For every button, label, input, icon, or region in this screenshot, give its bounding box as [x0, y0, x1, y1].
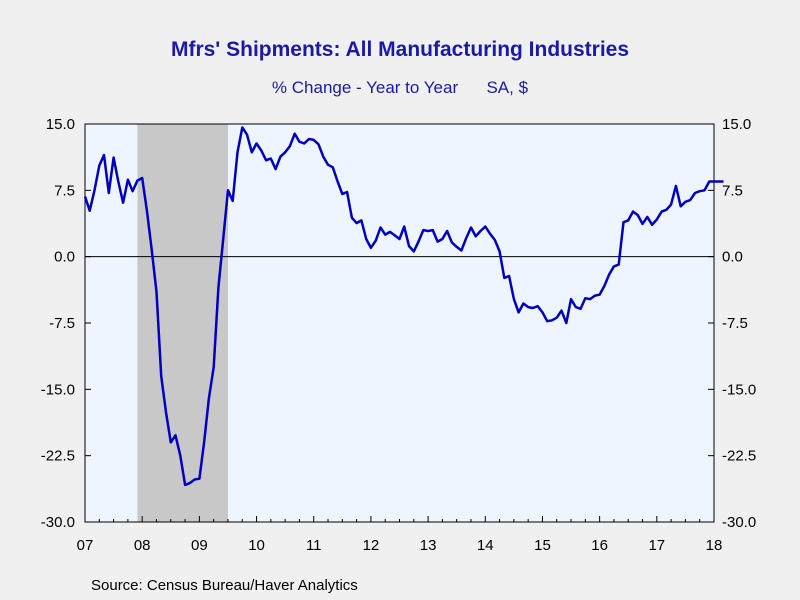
y-tick-label-right: -30.0 — [722, 514, 756, 531]
y-tick-label-right: 7.5 — [722, 182, 743, 199]
y-tick-label-left: -30.0 — [41, 514, 75, 531]
x-tick-label: 14 — [477, 537, 494, 554]
x-tick-label: 08 — [134, 537, 151, 554]
chart-title: Mfrs' Shipments: All Manufacturing Indus… — [170, 38, 630, 61]
y-tick-label-left: 7.5 — [54, 182, 75, 199]
x-tick-label: 09 — [191, 537, 208, 554]
x-tick-label: 11 — [306, 537, 322, 554]
source-note: Source: Census Bureau/Haver Analytics — [91, 577, 358, 594]
series-line — [83, 126, 724, 487]
x-tick-label: 18 — [706, 537, 723, 554]
y-tick-label-left: -15.0 — [41, 381, 75, 398]
y-tick-label-right: 0.0 — [722, 249, 743, 266]
y-tick-label-right: 15.0 — [722, 116, 751, 133]
y-tick-label-right: -22.5 — [722, 448, 756, 465]
subtitle-measure: % Change - Year to Year — [271, 78, 459, 97]
y-tick-label-left: -7.5 — [49, 315, 75, 332]
x-tick-label: 16 — [591, 537, 608, 554]
x-tick-label: 17 — [648, 537, 665, 554]
y-tick-label-left: 0.0 — [54, 249, 75, 266]
chart-subtitle: % Change - Year to Year SA, $ — [0, 78, 800, 98]
x-tick-label: 07 — [77, 537, 94, 554]
y-tick-label-left: -22.5 — [41, 448, 75, 465]
subtitle-units: SA, $ — [486, 78, 529, 97]
x-tick-label: 12 — [363, 537, 380, 554]
y-tick-label-right: -15.0 — [722, 381, 756, 398]
recession-band — [137, 124, 228, 522]
x-tick-label: 13 — [420, 537, 437, 554]
y-tick-label-right: -7.5 — [722, 315, 748, 332]
x-tick-label: 15 — [534, 537, 551, 554]
x-tick-label: 10 — [248, 537, 265, 554]
y-tick-label-left: 15.0 — [46, 116, 75, 133]
